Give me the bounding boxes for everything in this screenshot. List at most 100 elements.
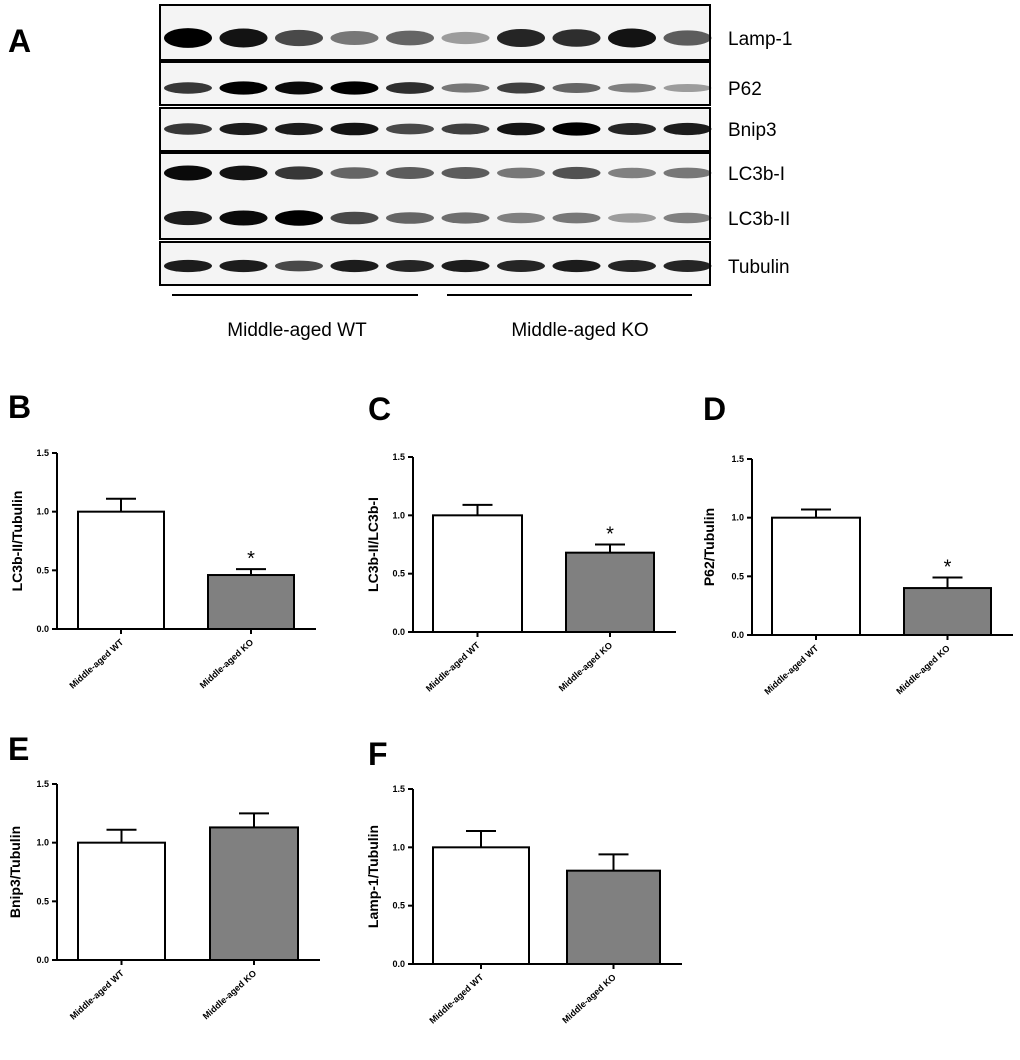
blot-band [552, 259, 601, 273]
blot-band [386, 260, 434, 272]
y-tick-label: 1.0 [36, 838, 49, 848]
y-tick-label: 0.5 [36, 565, 49, 575]
blot-band [330, 259, 379, 273]
blot-band [552, 83, 601, 93]
blot-band [330, 81, 379, 95]
y-tick-label: 0.0 [36, 955, 49, 965]
x-tick-label: Middle-aged WT [424, 640, 482, 694]
blot-band [275, 260, 323, 272]
blot-band [663, 260, 712, 272]
blot-band [275, 29, 323, 47]
y-axis-label: LC3b-II/LC3b-I [365, 497, 381, 592]
blot-band [219, 165, 268, 181]
y-tick-label: 1.5 [731, 454, 744, 464]
blot-band [497, 29, 545, 47]
blot-band [219, 81, 268, 95]
blot-band [497, 167, 545, 179]
blot-band [552, 166, 601, 180]
bar [207, 574, 295, 631]
x-tick-label: Middle-aged KO [198, 637, 256, 690]
blot-band [164, 165, 212, 181]
panel-label: C [368, 391, 391, 427]
blot-band [608, 213, 656, 223]
bar [566, 869, 661, 966]
blot-band [164, 259, 212, 273]
group-label: Middle-aged WT [227, 320, 367, 341]
blot-band [164, 28, 212, 48]
blot-band [497, 82, 545, 94]
blot-band [663, 122, 712, 136]
blot-band [275, 166, 323, 180]
blot-band [497, 212, 545, 224]
band-label: Bnip3 [728, 120, 777, 141]
blot-band [275, 210, 323, 226]
x-tick-label: Middle-aged KO [560, 972, 618, 1025]
y-tick-label: 0.0 [392, 627, 405, 637]
panel-label: E [8, 731, 29, 767]
y-tick-label: 1.5 [392, 784, 405, 794]
y-tick-label: 1.0 [36, 507, 49, 517]
y-axis-label: LC3b-II/Tubulin [9, 491, 25, 592]
y-tick-label: 0.5 [731, 571, 744, 581]
blot-band [663, 212, 712, 224]
bar [209, 826, 299, 961]
blot-band [330, 31, 379, 45]
blot-band [441, 123, 490, 135]
bar [903, 587, 992, 636]
band-label: LC3b-I [728, 164, 785, 185]
bar [77, 841, 166, 962]
blot-band [386, 167, 434, 179]
blot-band [441, 259, 490, 273]
blot-band [497, 122, 545, 136]
significance-mark: * [606, 524, 614, 546]
x-tick-label: Middle-aged WT [762, 643, 820, 697]
blot-band [552, 212, 601, 224]
blot-band [386, 82, 434, 94]
x-tick-label: Middle-aged KO [557, 640, 615, 693]
bar [77, 510, 165, 630]
panel-label: A [8, 23, 31, 59]
blot-band [608, 83, 656, 93]
blot-band [330, 122, 379, 136]
group-label: Middle-aged KO [511, 320, 648, 341]
blot-band [275, 81, 323, 95]
y-tick-label: 1.5 [392, 452, 405, 462]
blot-band [330, 211, 379, 225]
blot-band [219, 28, 268, 48]
y-tick-label: 0.5 [392, 569, 405, 579]
blot-band [164, 82, 212, 94]
blot-band [330, 167, 379, 179]
y-axis-label: Lamp-1/Tubulin [365, 825, 381, 928]
panel-label: D [703, 391, 726, 427]
y-tick-label: 0.5 [392, 901, 405, 911]
blot-band [164, 123, 212, 135]
x-tick-label: Middle-aged WT [67, 637, 125, 691]
panel-label: B [8, 389, 31, 425]
blot-band [663, 167, 712, 179]
bar [432, 514, 523, 633]
bar [771, 516, 861, 637]
significance-mark: * [247, 548, 255, 570]
x-tick-label: Middle-aged WT [68, 968, 126, 1022]
significance-mark: * [944, 557, 952, 579]
blot-band [497, 260, 545, 272]
blot-band [275, 122, 323, 136]
y-tick-label: 1.0 [731, 513, 744, 523]
blot-band [441, 167, 490, 179]
blot-band [219, 259, 268, 273]
blot-band [608, 260, 656, 272]
bar [432, 846, 530, 965]
blot-band [552, 29, 601, 47]
x-tick-label: Middle-aged WT [427, 972, 485, 1026]
band-label: Tubulin [728, 257, 790, 278]
y-tick-label: 0.0 [36, 624, 49, 634]
band-label: Lamp-1 [728, 29, 792, 50]
blot-band [441, 83, 490, 93]
y-tick-label: 0.5 [36, 896, 49, 906]
band-label: P62 [728, 79, 762, 100]
band-label: LC3b-II [728, 209, 790, 230]
blot-band [663, 83, 712, 93]
y-tick-label: 0.0 [392, 959, 405, 969]
bar [565, 551, 655, 634]
